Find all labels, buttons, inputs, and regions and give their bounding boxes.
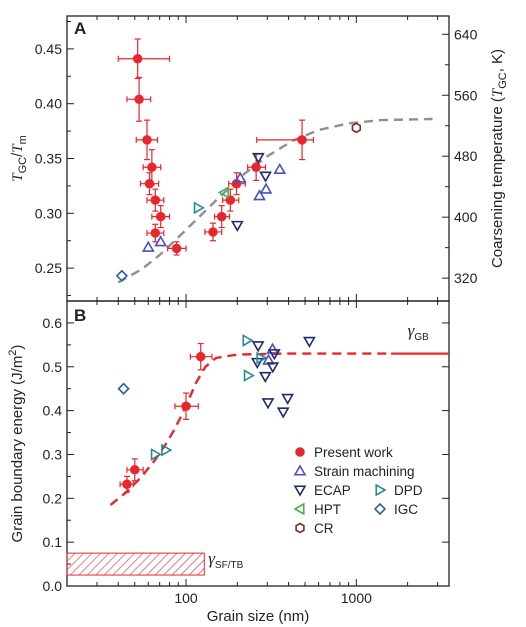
y-axis-label-right: Coarsening temperature (TGC, K) — [489, 49, 509, 268]
panel-b-ecap-point — [281, 393, 295, 405]
legend-dpd-marker — [375, 483, 387, 497]
right-y-tick-label: 480 — [454, 148, 478, 164]
panel-a-ecap-point — [252, 152, 265, 165]
panel-b-dpd-point — [242, 334, 254, 347]
panel-b-dpd-point — [256, 351, 268, 365]
legend-hpt-marker — [293, 502, 305, 516]
panel-b-dpd-point — [161, 443, 173, 457]
panel-a-present-work-point — [251, 162, 261, 173]
panel-a-fit-curve — [117, 117, 433, 284]
panel-a-present-work-point — [134, 94, 144, 105]
y-tick-label: 0.4 — [43, 403, 63, 419]
legend: Present work Strain machining ECAP DPD HPT IG… — [293, 445, 423, 536]
panel-b-frame — [66, 300, 450, 587]
sf-tb-hatched-region — [66, 552, 205, 576]
panel-b-present-work-point — [195, 351, 206, 362]
panel-b-strain-machining-point — [266, 342, 279, 354]
panel-b-present-work-point — [122, 479, 132, 490]
panel-a-present-work-point — [142, 135, 152, 145]
x-tick-label: 1000 — [341, 590, 372, 606]
panel-a-igc-point — [115, 269, 129, 282]
y-axis-label-a: TGC/Tm — [9, 135, 29, 182]
axes-frames — [66, 15, 450, 587]
panel-b-ecap-point — [267, 349, 281, 361]
legend-igc-marker — [373, 502, 387, 516]
panel-b-igc-point — [117, 382, 130, 395]
axis-labels: 100 1000 0.25 0.30 0.35 0.40 0.45 320 400 480 560 6… — [7, 19, 509, 625]
right-y-tick-label: 400 — [454, 209, 478, 225]
panel-a-present-work-point — [144, 178, 155, 189]
legend-hpt-label: HPT — [314, 502, 341, 517]
panel-a-cr-point — [351, 122, 362, 134]
x-axis-label: Grain size (nm) — [207, 608, 310, 625]
fit-curves — [66, 117, 449, 576]
data-points — [115, 38, 362, 493]
panel-label-a: A — [74, 19, 86, 38]
gamma-sf-tb-label: γSF/TB — [208, 549, 243, 571]
panel-a-hpt-point — [217, 186, 229, 199]
panel-b-dpd-point — [243, 369, 255, 382]
legend-present-work-marker — [295, 447, 305, 457]
panel-a-ecap-point — [259, 171, 272, 183]
panel-a-strain-machining-point — [273, 162, 287, 175]
panel-b-ecap-point — [261, 398, 275, 410]
panel-b-present-work-point — [130, 465, 140, 475]
panel-b-ecap-point — [266, 362, 280, 374]
legend-igc-label: IGC — [394, 502, 418, 517]
panel-a-strain-machining-point — [259, 182, 273, 194]
panel-a-present-work-point — [216, 211, 227, 222]
panel-a-ecap-point — [230, 220, 244, 232]
legend-strain-machining-marker — [293, 464, 307, 476]
panel-b-fit-curve — [109, 352, 392, 506]
panel-a-present-work-point — [171, 243, 182, 254]
y-tick-label: 0.1 — [43, 534, 63, 550]
right-y-tick-label: 640 — [454, 26, 478, 42]
panel-a-present-work-point — [150, 195, 161, 205]
gamma-gb-label: γGB — [408, 321, 429, 343]
panel-b-dpd-point — [150, 448, 162, 461]
y-tick-label: 0.0 — [43, 578, 63, 594]
legend-ecap-marker — [293, 485, 307, 497]
y-tick-label: 0.5 — [43, 359, 63, 375]
panel-label-b: B — [74, 306, 86, 325]
y-tick-label: 0.30 — [35, 205, 62, 221]
panel-b-ecap-point — [303, 336, 316, 348]
panel-a-dpd-point — [193, 201, 205, 215]
panel-a-strain-machining-point — [233, 171, 247, 183]
panel-a-strain-machining-point — [154, 235, 168, 247]
y-axis-label-b: Grain boundary energy (J/m2) — [7, 345, 26, 543]
legend-present-work-label: Present work — [314, 445, 393, 460]
panel-b-ecap-point — [251, 341, 265, 353]
panel-a-strain-machining-point — [253, 189, 266, 201]
legend-strain-machining-label: Strain machining — [314, 464, 415, 479]
y-tick-label: 0.40 — [35, 96, 62, 112]
y-tick-label: 0.45 — [35, 41, 62, 57]
y-tick-label: 0.3 — [43, 446, 63, 462]
x-tick-label: 100 — [174, 590, 198, 606]
panel-a-present-work-point — [155, 211, 166, 222]
panel-b-present-work-point — [181, 401, 191, 411]
panel-a-present-work-point — [297, 135, 307, 145]
panel-a-present-work-point — [147, 162, 157, 173]
panel-a-present-work-point — [150, 228, 161, 238]
panel-b-ecap-point — [276, 407, 290, 419]
y-tick-label: 0.2 — [43, 490, 63, 506]
panel-a-present-work-point — [132, 54, 143, 64]
panel-a-strain-machining-point — [141, 240, 155, 252]
legend-cr-marker — [295, 522, 305, 534]
y-tick-label: 0.6 — [43, 315, 63, 331]
right-y-tick-label: 320 — [454, 270, 478, 286]
panel-b-ecap-point — [258, 371, 272, 384]
right-y-tick-label: 560 — [454, 87, 478, 103]
y-tick-label: 0.25 — [35, 260, 62, 276]
y-tick-label: 0.35 — [35, 151, 62, 167]
panel-a-present-work-point — [208, 227, 218, 237]
legend-dpd-label: DPD — [394, 483, 423, 498]
legend-ecap-label: ECAP — [314, 483, 351, 498]
legend-cr-label: CR — [314, 521, 334, 536]
